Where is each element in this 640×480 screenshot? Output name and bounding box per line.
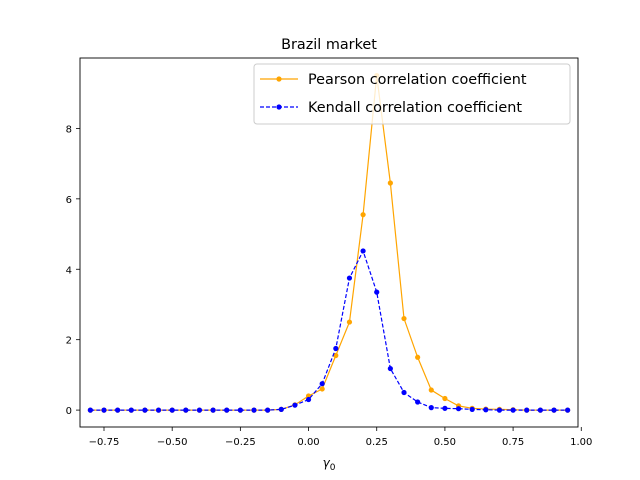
data-point <box>537 407 543 413</box>
x-axis-label-symbol: γ <box>323 456 331 470</box>
x-tick-label: −0.25 <box>225 437 256 448</box>
data-point <box>265 407 271 413</box>
data-point <box>551 407 557 413</box>
series-line-0 <box>90 75 568 411</box>
x-tick-label: 0.50 <box>434 437 456 448</box>
data-point <box>333 352 339 359</box>
y-axis: 0 2 4 6 8 <box>66 124 80 417</box>
data-point <box>319 381 325 387</box>
data-point <box>524 407 530 413</box>
data-point <box>510 407 516 413</box>
data-point <box>305 396 312 403</box>
legend: Pearson correlation coefficient Kendall c… <box>253 63 571 125</box>
legend-label-0: Pearson correlation coefficient <box>308 72 527 88</box>
legend-box <box>253 63 571 125</box>
data-point <box>360 248 366 254</box>
data-point <box>415 354 421 360</box>
chart-title: Brazil market <box>281 37 377 53</box>
data-point <box>346 275 353 281</box>
x-axis: −0.75 −0.50 −0.25 0.00 0.25 0.50 0.75 1.00 <box>89 427 592 448</box>
data-point <box>224 407 230 413</box>
data-point <box>455 406 462 412</box>
x-tick-label: −0.75 <box>89 437 120 448</box>
data-point <box>101 407 107 413</box>
data-point <box>415 399 421 405</box>
legend-label-1: Kendall correlation coefficient <box>308 100 522 116</box>
legend-marker-0 <box>276 76 282 82</box>
data-point <box>333 345 339 352</box>
data-point <box>387 365 393 372</box>
y-tick-label: 0 <box>66 406 72 417</box>
data-point <box>319 386 325 392</box>
x-tick-label: −0.50 <box>157 437 188 448</box>
data-point <box>346 319 353 325</box>
data-point <box>428 387 434 393</box>
data-point <box>428 405 434 411</box>
data-point <box>196 407 203 413</box>
data-point <box>169 407 175 413</box>
data-point <box>442 405 448 411</box>
data-point <box>251 407 257 413</box>
y-tick-label: 6 <box>66 195 72 206</box>
y-tick-label: 4 <box>66 265 72 276</box>
data-point <box>237 407 243 413</box>
data-point <box>278 406 284 412</box>
x-tick-label: 0.25 <box>366 437 388 448</box>
plot-frame <box>79 57 579 428</box>
data-point <box>142 407 148 413</box>
y-tick-label: 2 <box>66 336 72 347</box>
data-point <box>401 389 407 396</box>
data-point <box>401 315 407 322</box>
y-tick-label: 8 <box>66 124 72 135</box>
data-point <box>496 407 503 413</box>
x-tick-label: 0.75 <box>502 437 524 448</box>
x-axis-label-subscript: 0 <box>330 463 336 473</box>
data-point <box>374 289 380 295</box>
data-point <box>128 407 134 413</box>
data-point <box>115 407 121 413</box>
data-point <box>442 395 448 402</box>
data-point <box>469 406 475 412</box>
x-tick-label: 1.00 <box>570 437 592 448</box>
series-line-1 <box>90 249 568 411</box>
data-point <box>155 407 162 413</box>
data-point <box>87 407 93 413</box>
data-point <box>183 407 189 413</box>
plot-series <box>87 73 571 413</box>
data-point <box>483 407 489 413</box>
legend-marker-1 <box>276 104 282 110</box>
x-tick-label: 0.00 <box>297 437 319 448</box>
data-point <box>387 180 393 186</box>
x-axis-label: γ0 <box>323 456 336 473</box>
data-point <box>565 407 571 413</box>
data-point <box>210 407 216 413</box>
data-point <box>292 402 298 408</box>
data-point <box>360 212 366 218</box>
